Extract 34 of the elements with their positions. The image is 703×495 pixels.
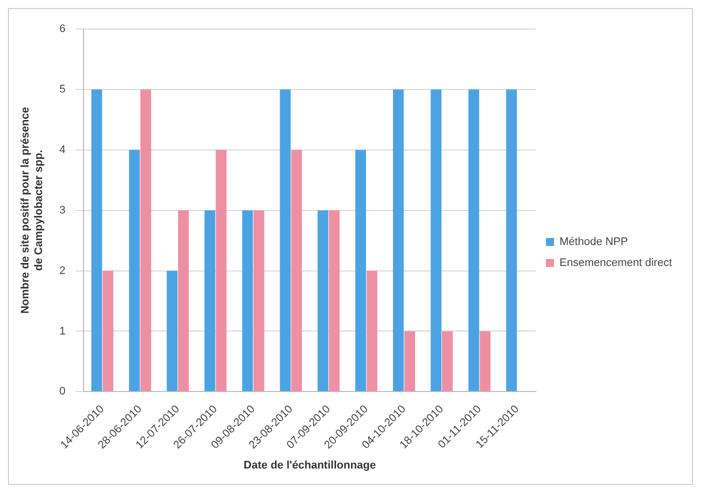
y-tick-label: 1	[59, 325, 66, 338]
bar	[328, 210, 340, 392]
bar	[506, 89, 517, 392]
bar	[91, 89, 102, 392]
bar	[480, 331, 490, 392]
y-tick-label: 6	[59, 23, 66, 36]
bar	[442, 331, 453, 392]
bar	[253, 210, 264, 392]
bar	[178, 210, 189, 392]
bar	[393, 89, 404, 392]
bar	[366, 270, 378, 392]
bar	[291, 150, 302, 392]
bar	[129, 150, 140, 392]
bar	[102, 270, 114, 392]
y-tick-label: 0	[59, 386, 66, 398]
bar	[355, 150, 366, 392]
bar	[216, 150, 227, 392]
bar	[468, 89, 480, 392]
bar	[318, 210, 328, 392]
bar	[280, 89, 291, 392]
legend-label: Méthode NPP	[560, 236, 628, 248]
y-tick-label: 4	[59, 144, 66, 156]
bar	[430, 89, 442, 392]
bar	[404, 331, 416, 392]
y-tick-label: 3	[59, 204, 66, 216]
bar	[166, 270, 178, 392]
y-tick-label: 5	[59, 83, 66, 96]
x-axis-title: Date de l'échantillonnage	[244, 459, 376, 472]
bar	[140, 89, 152, 392]
legend-label: Ensemencement direct	[560, 257, 672, 270]
y-tick-label: 2	[59, 264, 66, 277]
bar	[204, 210, 216, 392]
y-axis-title: Nombre de site positif pour la présence de Campylobacter spp.	[20, 107, 45, 314]
bar	[242, 210, 253, 392]
